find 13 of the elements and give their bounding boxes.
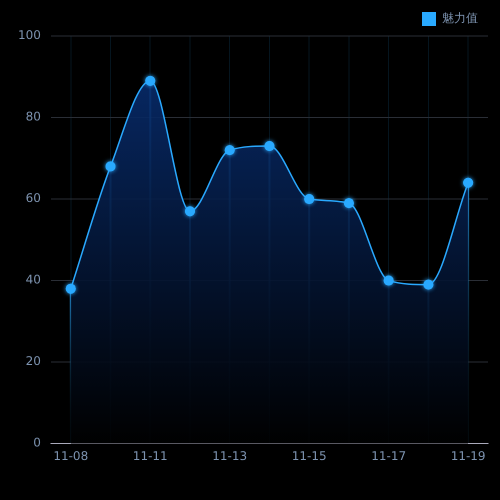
legend-label: 魅力值 [442,11,478,26]
x-tick-label: 11-08 [53,448,88,463]
x-tick-label: 11-15 [292,448,327,463]
y-tick-label: 20 [26,354,41,368]
y-tick-label: 60 [26,191,41,206]
x-tick-label: 11-13 [212,448,248,463]
x-tick-label: 11-19 [450,448,486,463]
y-tick-label: 40 [26,272,41,287]
y-tick-label: 0 [33,436,41,450]
y-tick-label: 100 [18,28,41,42]
y-tick-label: 80 [26,110,41,124]
x-tick-label: 11-11 [132,448,168,463]
x-tick-label: 11-17 [371,448,406,463]
